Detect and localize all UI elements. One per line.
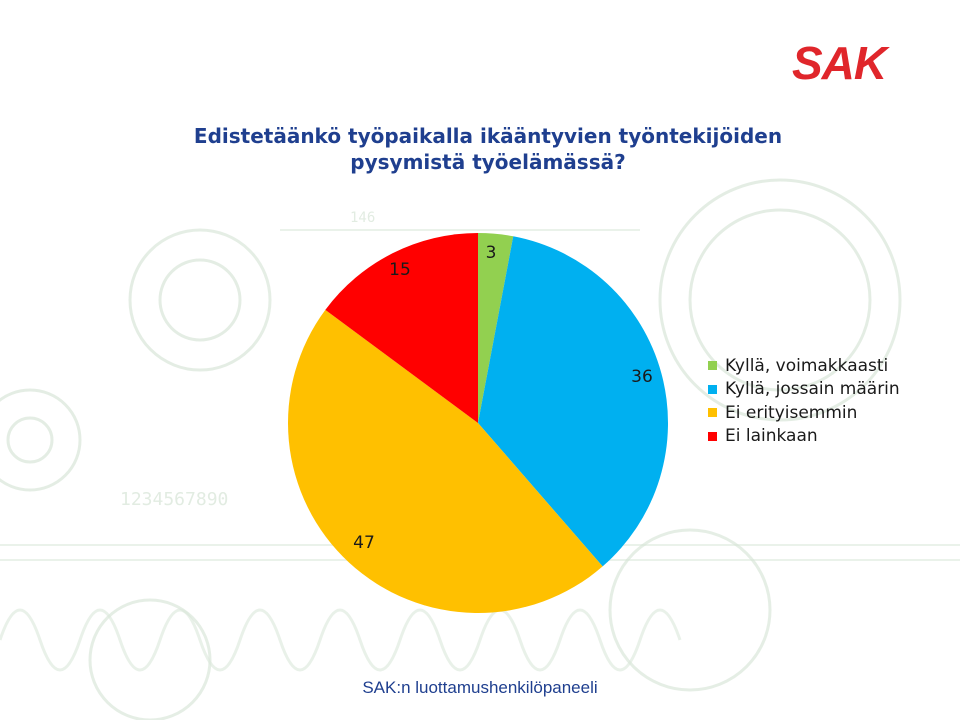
svg-text:1234567890: 1234567890 [120, 489, 228, 510]
sak-logo: SAK [792, 37, 887, 89]
legend-item: Ei erityisemmin [708, 401, 900, 425]
pie-slice [325, 233, 478, 423]
chart-legend: Kyllä, voimakkaasti Kyllä, jossain määrin… [708, 354, 900, 448]
legend-swatch [708, 361, 717, 371]
legend-swatch [708, 384, 717, 394]
legend-label: Ei lainkaan [725, 426, 818, 447]
legend-item: Ei lainkaan [708, 425, 900, 449]
data-label: 36 [631, 367, 653, 387]
data-label: 15 [389, 260, 411, 280]
legend-item: Kyllä, jossain määrin [708, 378, 900, 402]
legend-label: Kyllä, voimakkaasti [725, 355, 889, 376]
pie-slice [478, 233, 514, 423]
legend-item: Kyllä, voimakkaasti [708, 354, 900, 378]
data-label: 47 [353, 533, 375, 553]
title-line-2: pysymistä työelämässä? [350, 150, 626, 174]
pie-slice [478, 236, 668, 567]
legend-label: Kyllä, jossain määrin [725, 379, 900, 400]
pie-slice [288, 309, 603, 613]
page-title: Edistetäänkö työpaikalla ikääntyvien työ… [188, 123, 788, 175]
legend-label: Ei erityisemmin [725, 402, 858, 423]
data-label: 3 [486, 243, 497, 263]
legend-swatch [708, 408, 717, 418]
title-line-1: Edistetäänkö työpaikalla ikääntyvien työ… [193, 124, 783, 148]
svg-text:146: 146 [350, 210, 375, 226]
pie-chart: 3 36 47 15 [288, 233, 668, 613]
legend-swatch [708, 431, 717, 441]
footer-source: SAK:n luottamushenkilöpaneeli [362, 678, 598, 697]
